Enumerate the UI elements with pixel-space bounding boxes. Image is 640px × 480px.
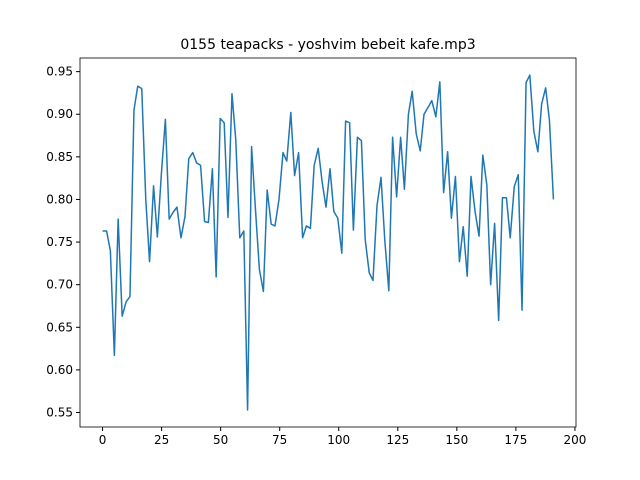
y-tick-label: 0.55 xyxy=(46,406,73,420)
y-tick-label: 0.65 xyxy=(46,320,73,334)
y-tick-label: 0.75 xyxy=(46,235,73,249)
y-tick-label: 0.85 xyxy=(46,150,73,164)
y-tick-label: 0.70 xyxy=(46,278,73,292)
y-tick-label: 0.60 xyxy=(46,363,73,377)
x-tick-label: 175 xyxy=(504,433,527,447)
x-tick-label: 50 xyxy=(213,433,228,447)
x-tick-label: 100 xyxy=(327,433,350,447)
x-tick-label: 75 xyxy=(272,433,287,447)
x-tick-label: 200 xyxy=(563,433,586,447)
data-line xyxy=(102,74,555,411)
x-tick-label: 0 xyxy=(99,433,107,447)
y-tick-label: 0.95 xyxy=(46,65,73,79)
x-tick-label: 25 xyxy=(154,433,169,447)
x-tick-label: 125 xyxy=(386,433,409,447)
y-tick-label: 0.80 xyxy=(46,192,73,206)
chart-title: 0155 teapacks - yoshvim bebeit kafe.mp3 xyxy=(180,37,475,53)
x-tick-label: 150 xyxy=(445,433,468,447)
y-tick-label: 0.90 xyxy=(46,107,73,121)
